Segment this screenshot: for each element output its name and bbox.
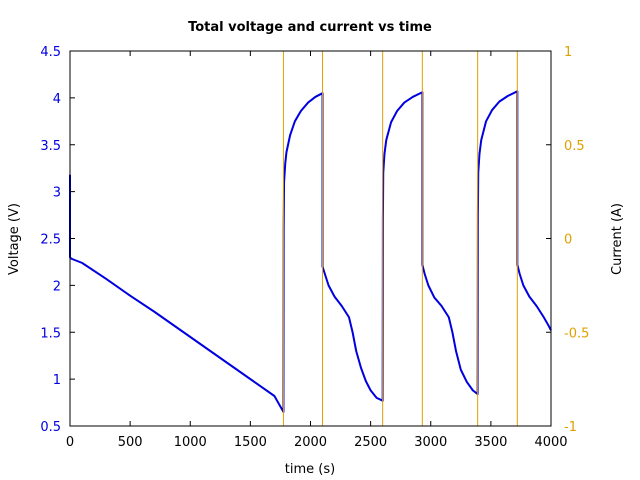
y-tick-label: 2 [53, 279, 61, 294]
y-tick-label: 3.5 [40, 139, 61, 154]
x-tick-label: 500 [118, 435, 143, 450]
y2-tick-label: 0 [564, 233, 572, 248]
x-tick-label: 1000 [174, 435, 207, 450]
chart-title: Total voltage and current vs time [188, 20, 432, 35]
y2-tick-label: -0.5 [564, 326, 589, 341]
x-tick-label: 2500 [354, 435, 387, 450]
y-tick-label: 2.5 [40, 233, 61, 248]
y-axis-label: Voltage (V) [7, 203, 22, 275]
x-axis-label: time (s) [285, 462, 335, 477]
x-tick-label: 4000 [534, 435, 567, 450]
y-tick-label: 4.5 [40, 45, 61, 60]
y2-tick-label: 0.5 [564, 139, 585, 154]
y2-tick-label: -1 [564, 420, 577, 435]
y-tick-label: 1.5 [40, 326, 61, 341]
y2-axis-label: Current (A) [610, 203, 625, 275]
x-tick-label: 1500 [234, 435, 267, 450]
y-tick-label: 0.5 [40, 420, 61, 435]
plot-area [69, 50, 552, 427]
current-series-line [282, 50, 551, 427]
y-tick-label: 4 [53, 92, 61, 107]
x-tick-label: 3000 [414, 435, 447, 450]
x-tick-label: 0 [66, 435, 74, 450]
y-tick-label: 1 [53, 373, 61, 388]
x-tick-label: 3500 [474, 435, 507, 450]
voltage-series-line [69, 90, 552, 413]
y2-tick-label: 1 [564, 45, 572, 60]
y-tick-label: 3 [53, 186, 61, 201]
x-tick-label: 2000 [294, 435, 327, 450]
ticks-group: 0 500 1000 1500 2000 2500 3000 3500 4000 0.5 1 1.5 2… [40, 45, 589, 450]
